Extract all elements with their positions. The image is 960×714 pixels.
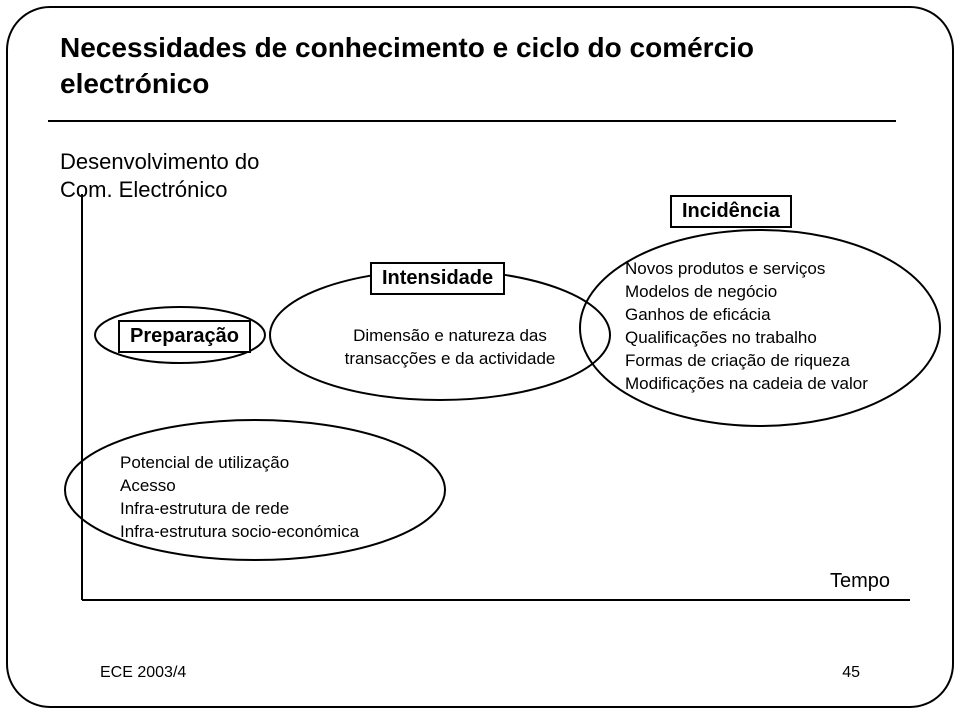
box-intensidade: Intensidade [370,262,505,295]
text-preparacao: Potencial de utilizaçãoAcessoInfra-estru… [120,452,400,544]
y-axis-label: Desenvolvimento doCom. Electrónico [60,148,259,203]
text-intensidade: Dimensão e natureza das transacções e da… [330,325,570,371]
footer-page: 45 [842,664,860,682]
slide-title: Necessidades de conhecimento e ciclo do … [60,30,820,103]
text-incidencia: Novos produtos e serviçosModelos de negó… [625,258,925,396]
title-underline [48,120,896,122]
box-incidencia: Incidência [670,195,792,228]
footer-course: ECE 2003/4 [100,664,186,682]
box-preparacao: Preparação [118,320,251,353]
x-axis-label: Tempo [830,570,890,593]
